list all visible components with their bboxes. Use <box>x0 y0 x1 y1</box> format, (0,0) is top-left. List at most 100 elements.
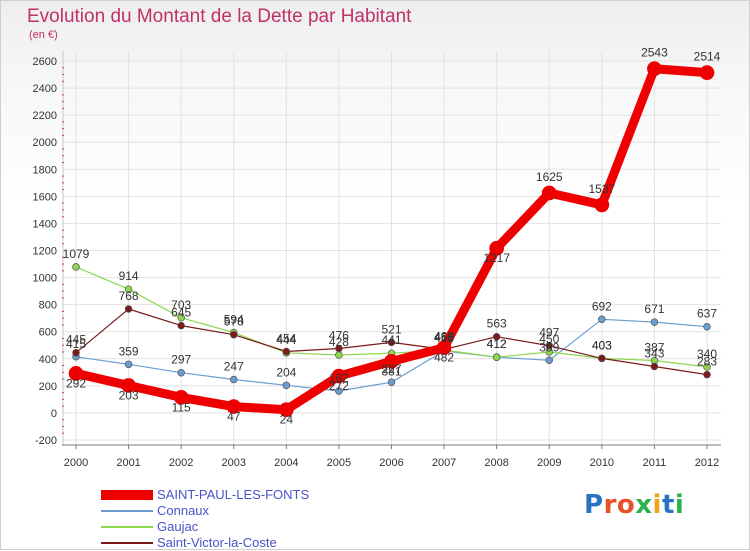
data-label: 692 <box>592 299 612 313</box>
data-point <box>335 344 343 353</box>
data-point <box>703 370 711 379</box>
y-tick-label: 2000 <box>33 137 57 149</box>
data-label: 1217 <box>483 251 510 265</box>
data-point <box>598 315 606 324</box>
data-label: 162 <box>329 371 349 385</box>
data-point <box>594 197 610 213</box>
data-point <box>278 402 294 418</box>
data-label: 469 <box>434 329 454 343</box>
proxiti-logo: Proxiti <box>584 490 684 520</box>
data-point <box>703 363 711 371</box>
data-label: 914 <box>119 269 139 283</box>
y-tick-label: 400 <box>39 354 57 366</box>
y-tick-label: 2200 <box>33 110 57 122</box>
logo-letter: P <box>584 490 604 520</box>
data-point <box>177 314 185 322</box>
x-tick-label: 2004 <box>274 457 298 469</box>
data-label: 594 <box>224 313 244 327</box>
data-label: 204 <box>276 365 296 379</box>
data-point <box>650 318 659 326</box>
legend-label: Gaujac <box>157 519 199 534</box>
legend-label: SAINT-PAUL-LES-FONTS <box>157 487 310 502</box>
data-point <box>177 368 185 377</box>
data-point <box>173 390 189 405</box>
x-tick-label: 2000 <box>64 457 88 469</box>
data-label: 476 <box>329 328 349 342</box>
data-label: 387 <box>644 341 664 355</box>
legend-label: Saint-Victor-la-Coste <box>157 535 277 550</box>
legend-swatch <box>101 542 153 544</box>
data-label: 115 <box>172 400 191 414</box>
data-label: 645 <box>171 306 191 320</box>
data-point <box>230 375 238 384</box>
data-label: 445 <box>66 333 86 347</box>
legend-swatch <box>101 526 153 528</box>
x-tick-label: 2010 <box>590 457 614 469</box>
data-label: 578 <box>224 315 244 329</box>
data-label: 768 <box>119 289 139 303</box>
data-point <box>282 347 291 356</box>
y-tick-label: 1600 <box>33 191 57 203</box>
y-tick-label: -200 <box>35 435 57 447</box>
data-label: 450 <box>539 332 559 346</box>
legend-swatch <box>101 510 153 512</box>
data-label: 1079 <box>63 247 90 261</box>
legend-item: SAINT-PAUL-LES-FONTS <box>101 487 421 503</box>
data-point <box>703 322 711 331</box>
y-tick-label: 2600 <box>33 56 57 68</box>
data-label: 671 <box>644 302 664 316</box>
y-tick-label: 2400 <box>33 83 57 95</box>
data-label: 24 <box>280 413 294 427</box>
data-label: 412 <box>487 337 507 351</box>
legend-item: Saint-Victor-la-Coste <box>101 535 421 551</box>
data-label: 203 <box>119 388 139 402</box>
data-point <box>121 378 136 393</box>
x-tick-label: 2012 <box>695 457 719 469</box>
data-point <box>387 338 396 347</box>
y-tick-label: 600 <box>39 327 57 339</box>
legend-swatch <box>101 490 153 500</box>
point-layer <box>68 61 715 418</box>
data-point <box>489 240 505 256</box>
data-label: 403 <box>592 338 612 352</box>
x-tick-label: 2006 <box>379 457 403 469</box>
data-label: 458 <box>434 331 454 345</box>
data-point <box>72 263 80 271</box>
data-label: 454 <box>276 331 296 345</box>
data-point <box>68 366 84 381</box>
data-point <box>545 356 553 365</box>
x-tick-label: 2001 <box>116 457 140 469</box>
data-point <box>492 332 501 341</box>
data-label: 340 <box>697 347 717 361</box>
data-label: 403 <box>592 338 612 352</box>
y-tick-label: 200 <box>39 381 57 393</box>
data-label: 272 <box>329 379 349 393</box>
legend-label: Connaux <box>157 503 210 518</box>
data-label: 381 <box>381 364 401 378</box>
data-label: 1537 <box>588 182 615 196</box>
data-point <box>226 399 242 414</box>
data-label: 428 <box>329 335 349 349</box>
data-label: 637 <box>697 307 717 321</box>
data-label: 389 <box>539 340 559 354</box>
data-label: 465 <box>434 330 454 344</box>
data-label: 521 <box>381 322 401 336</box>
x-tick-label: 2009 <box>537 457 561 469</box>
data-point <box>124 285 133 293</box>
data-label: 412 <box>487 337 507 351</box>
data-point <box>647 61 662 77</box>
data-label-layer: 292 203 115 47 24 272 381 482 1217 1625 1537 2543 25… <box>63 46 721 427</box>
y-tick-label: 1400 <box>33 218 57 230</box>
x-tick-label: 2002 <box>169 457 193 469</box>
data-label: 497 <box>539 326 559 340</box>
legend-item: Gaujac <box>101 519 421 535</box>
data-label: 482 <box>434 351 454 365</box>
y-tick-label: 1800 <box>33 164 57 176</box>
logo-letter: i <box>652 490 662 520</box>
data-point <box>387 378 396 386</box>
data-point <box>335 387 343 395</box>
x-tick-label: 2008 <box>484 457 508 469</box>
data-label: 441 <box>381 333 401 347</box>
data-point <box>650 362 659 371</box>
